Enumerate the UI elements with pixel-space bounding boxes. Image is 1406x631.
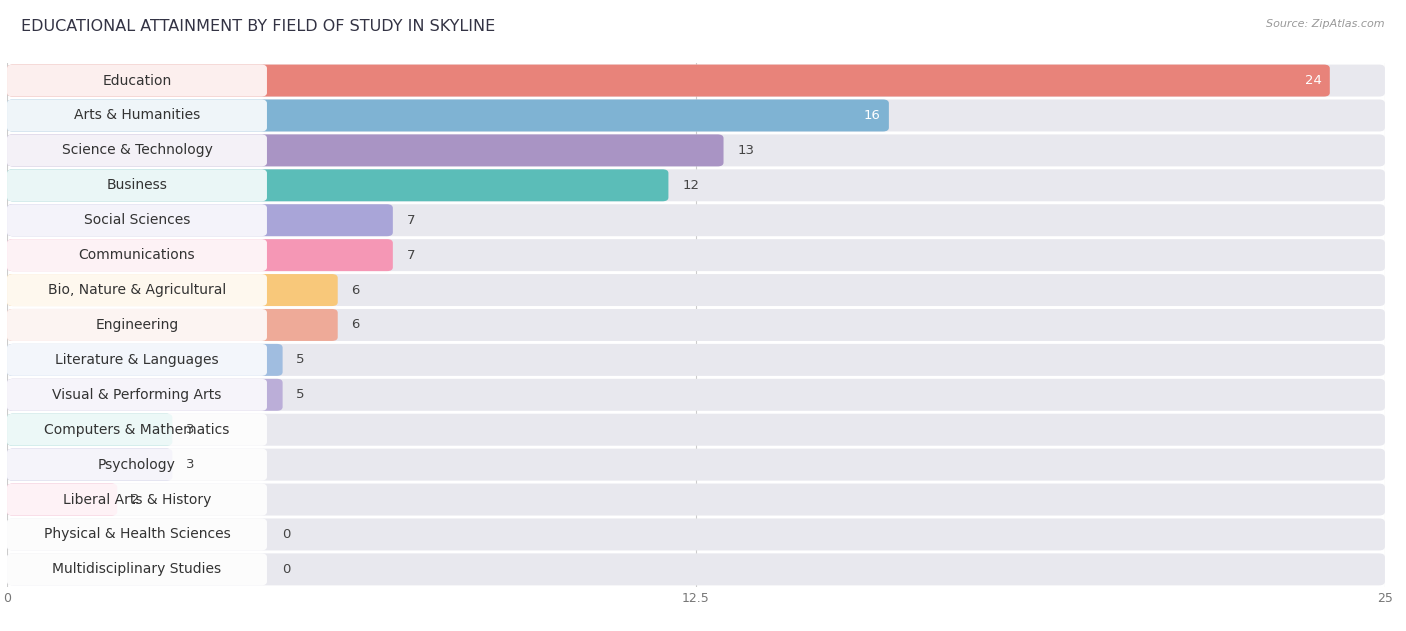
FancyBboxPatch shape xyxy=(7,239,392,271)
Text: 2: 2 xyxy=(131,493,139,506)
Text: 5: 5 xyxy=(297,353,305,367)
Text: Physical & Health Sciences: Physical & Health Sciences xyxy=(44,528,231,541)
FancyBboxPatch shape xyxy=(7,553,1385,586)
Text: 7: 7 xyxy=(406,214,415,227)
FancyBboxPatch shape xyxy=(7,134,267,167)
Text: 24: 24 xyxy=(1305,74,1322,87)
FancyBboxPatch shape xyxy=(7,204,1385,236)
FancyBboxPatch shape xyxy=(7,169,267,201)
FancyBboxPatch shape xyxy=(7,414,173,445)
Text: Bio, Nature & Agricultural: Bio, Nature & Agricultural xyxy=(48,283,226,297)
FancyBboxPatch shape xyxy=(7,344,267,376)
FancyBboxPatch shape xyxy=(7,414,267,445)
FancyBboxPatch shape xyxy=(7,204,392,236)
Text: 0: 0 xyxy=(283,528,291,541)
Text: Literature & Languages: Literature & Languages xyxy=(55,353,219,367)
FancyBboxPatch shape xyxy=(7,204,267,236)
FancyBboxPatch shape xyxy=(7,483,117,516)
Text: Social Sciences: Social Sciences xyxy=(84,213,190,227)
FancyBboxPatch shape xyxy=(7,519,1385,550)
FancyBboxPatch shape xyxy=(7,274,1385,306)
FancyBboxPatch shape xyxy=(7,344,283,376)
FancyBboxPatch shape xyxy=(7,309,1385,341)
FancyBboxPatch shape xyxy=(7,449,1385,481)
Text: Business: Business xyxy=(107,179,167,192)
Text: 3: 3 xyxy=(186,423,194,436)
FancyBboxPatch shape xyxy=(7,309,337,341)
Text: 3: 3 xyxy=(186,458,194,471)
Text: Source: ZipAtlas.com: Source: ZipAtlas.com xyxy=(1267,19,1385,29)
FancyBboxPatch shape xyxy=(7,169,668,201)
Text: Communications: Communications xyxy=(79,248,195,262)
FancyBboxPatch shape xyxy=(7,169,1385,201)
Text: 13: 13 xyxy=(737,144,754,157)
FancyBboxPatch shape xyxy=(7,100,267,131)
Text: Computers & Mathematics: Computers & Mathematics xyxy=(45,423,229,437)
FancyBboxPatch shape xyxy=(7,100,889,131)
Text: Visual & Performing Arts: Visual & Performing Arts xyxy=(52,388,222,402)
FancyBboxPatch shape xyxy=(7,379,283,411)
FancyBboxPatch shape xyxy=(7,449,267,481)
FancyBboxPatch shape xyxy=(7,414,1385,445)
Text: 5: 5 xyxy=(297,388,305,401)
Text: 7: 7 xyxy=(406,249,415,262)
FancyBboxPatch shape xyxy=(7,134,1385,167)
FancyBboxPatch shape xyxy=(7,379,1385,411)
FancyBboxPatch shape xyxy=(7,483,267,516)
FancyBboxPatch shape xyxy=(7,553,267,586)
Text: Multidisciplinary Studies: Multidisciplinary Studies xyxy=(52,562,222,576)
FancyBboxPatch shape xyxy=(7,239,1385,271)
Text: Psychology: Psychology xyxy=(98,457,176,471)
FancyBboxPatch shape xyxy=(7,64,267,97)
FancyBboxPatch shape xyxy=(7,64,1385,97)
FancyBboxPatch shape xyxy=(7,64,1330,97)
FancyBboxPatch shape xyxy=(7,309,267,341)
FancyBboxPatch shape xyxy=(7,134,724,167)
Text: Engineering: Engineering xyxy=(96,318,179,332)
FancyBboxPatch shape xyxy=(7,274,337,306)
FancyBboxPatch shape xyxy=(7,274,267,306)
Text: 6: 6 xyxy=(352,319,360,331)
Text: 12: 12 xyxy=(682,179,699,192)
Text: Liberal Arts & History: Liberal Arts & History xyxy=(63,493,211,507)
FancyBboxPatch shape xyxy=(7,519,267,550)
Text: Arts & Humanities: Arts & Humanities xyxy=(75,109,200,122)
Text: Education: Education xyxy=(103,74,172,88)
FancyBboxPatch shape xyxy=(7,379,267,411)
Text: Science & Technology: Science & Technology xyxy=(62,143,212,157)
Text: 0: 0 xyxy=(283,563,291,576)
FancyBboxPatch shape xyxy=(7,239,267,271)
FancyBboxPatch shape xyxy=(7,100,1385,131)
FancyBboxPatch shape xyxy=(7,449,173,481)
Text: 6: 6 xyxy=(352,283,360,297)
Text: 16: 16 xyxy=(863,109,880,122)
Text: EDUCATIONAL ATTAINMENT BY FIELD OF STUDY IN SKYLINE: EDUCATIONAL ATTAINMENT BY FIELD OF STUDY… xyxy=(21,19,495,34)
FancyBboxPatch shape xyxy=(7,344,1385,376)
FancyBboxPatch shape xyxy=(7,483,1385,516)
